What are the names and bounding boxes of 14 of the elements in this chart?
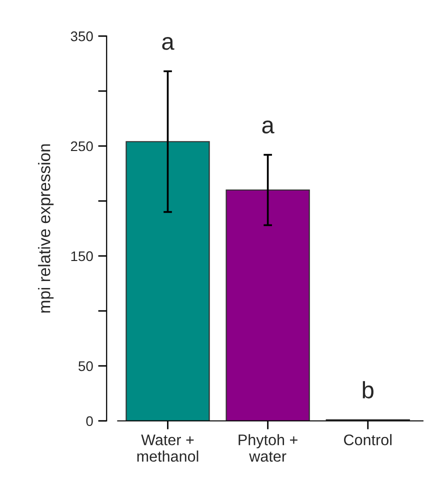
x-tick-label: Water + methanol: [137, 434, 198, 462]
y-tick-label: 250: [70, 141, 93, 152]
annotation: a: [262, 120, 274, 134]
y-tick-label: 350: [70, 31, 93, 42]
y-axis-title: mpi relative expression: [38, 144, 54, 313]
annotation: b: [362, 381, 374, 398]
y-tick-label: 150: [71, 251, 93, 262]
y-tick-label: 50: [78, 361, 93, 372]
y-tick-label: 0: [86, 416, 93, 426]
x-tick-label: Control: [344, 434, 392, 446]
x-tick-label: Phytoh + water: [238, 434, 298, 462]
annotation: a: [162, 36, 174, 50]
bar: [226, 189, 310, 421]
bar: [126, 141, 210, 421]
